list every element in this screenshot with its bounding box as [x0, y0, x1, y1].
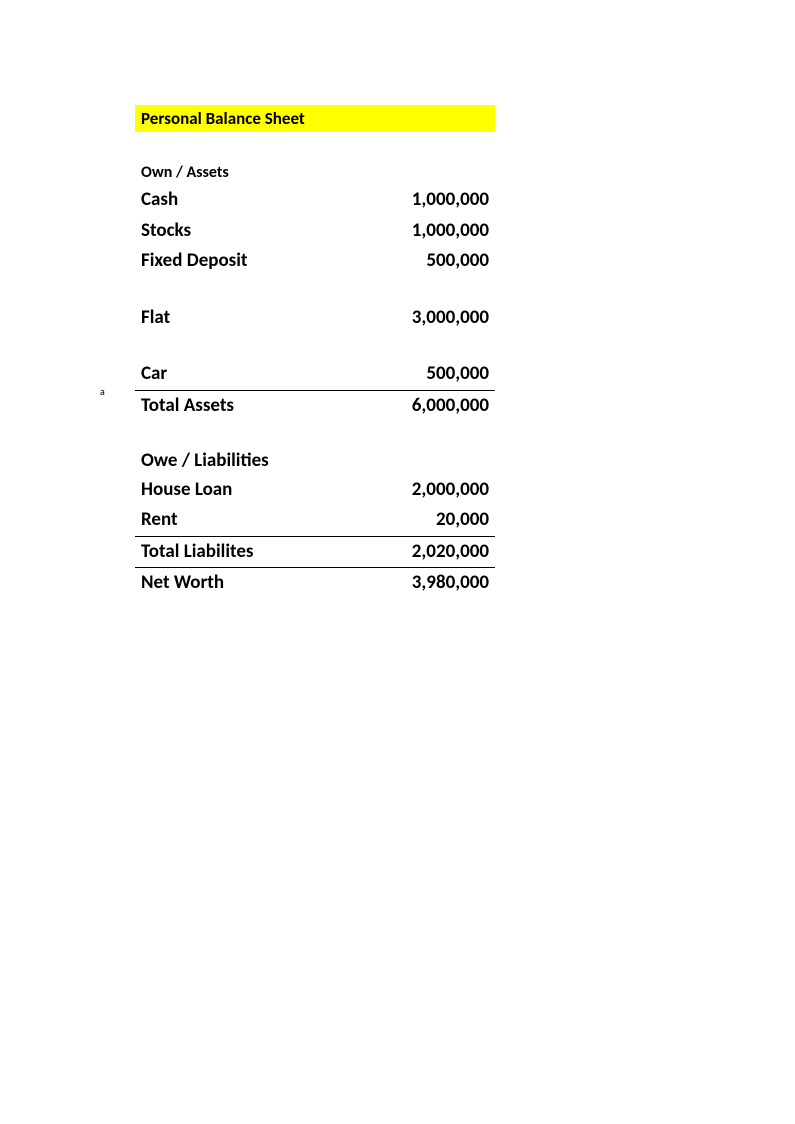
asset-label: Car — [141, 361, 167, 388]
asset-value: 1,000,000 — [369, 187, 489, 214]
liability-row-rent: Rent 20,000 — [135, 505, 495, 537]
asset-row-car: Car 500,000 — [135, 359, 495, 391]
asset-row-cash: Cash 1,000,000 — [135, 185, 495, 216]
total-liabilities-row: Total Liabilites 2,020,000 — [135, 537, 495, 569]
title-bar: Personal Balance Sheet — [135, 105, 495, 132]
net-worth-row: Net Worth 3,980,000 — [135, 568, 495, 599]
asset-value: 1,000,000 — [369, 218, 489, 245]
asset-value: 3,000,000 — [369, 305, 489, 332]
spacer — [135, 333, 495, 359]
liability-row-house-loan: House Loan 2,000,000 — [135, 475, 495, 506]
liability-value: 2,000,000 — [369, 477, 489, 504]
asset-value: 500,000 — [369, 361, 489, 388]
liability-label: Rent — [141, 507, 178, 534]
spacer — [135, 277, 495, 303]
net-worth-label: Net Worth — [141, 570, 224, 597]
asset-label: Cash — [141, 187, 178, 214]
assets-header: Own / Assets — [135, 160, 495, 185]
asset-label: Fixed Deposit — [141, 248, 248, 275]
net-worth-value: 3,980,000 — [369, 570, 489, 597]
margin-note: a — [100, 385, 105, 398]
liabilities-header: Owe / Liabilities — [135, 446, 495, 475]
total-assets-row: Total Assets 6,000,000 — [135, 391, 495, 422]
asset-row-flat: Flat 3,000,000 — [135, 303, 495, 334]
asset-label: Flat — [141, 305, 170, 332]
liability-label: House Loan — [141, 477, 232, 504]
asset-row-fixed-deposit: Fixed Deposit 500,000 — [135, 246, 495, 277]
total-liabilities-label: Total Liabilites — [141, 539, 254, 566]
asset-value: 500,000 — [369, 248, 489, 275]
asset-row-stocks: Stocks 1,000,000 — [135, 216, 495, 247]
liability-value: 20,000 — [369, 507, 489, 534]
total-assets-value: 6,000,000 — [369, 393, 489, 420]
asset-label: Stocks — [141, 218, 191, 245]
total-assets-label: Total Assets — [141, 393, 234, 420]
total-liabilities-value: 2,020,000 — [369, 539, 489, 566]
balance-sheet-container: Personal Balance Sheet Own / Assets Cash… — [135, 105, 495, 599]
